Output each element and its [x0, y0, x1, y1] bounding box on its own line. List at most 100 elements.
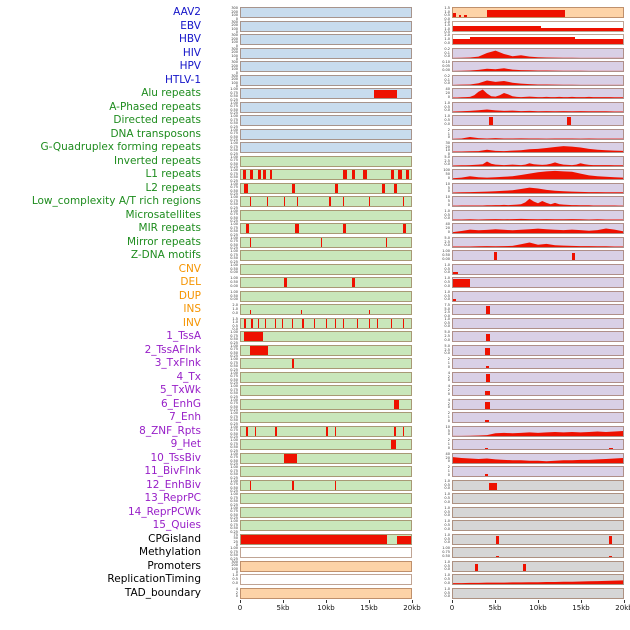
data-bar: [356, 318, 358, 328]
y-tick-label: 0.75: [230, 198, 238, 203]
left-plot: [240, 533, 412, 545]
y-tick-label: 10: [445, 424, 450, 429]
y-tick-label: 0.5: [444, 104, 450, 109]
row-label: 11_BivFlnk: [144, 465, 201, 477]
y-tick-label: 40: [445, 222, 450, 227]
y-tick-label: 0.75: [230, 387, 238, 392]
column-gap: [412, 533, 432, 547]
y-tick-label: 0.75: [230, 482, 238, 487]
column-gap: [412, 573, 432, 587]
y-axis: 1.0 0.5 0.0: [432, 317, 452, 331]
track-row: Z-DNA motifs1.000.750.500.250.001.000.50…: [0, 249, 630, 263]
right-plot: [452, 101, 624, 113]
y-tick-label: 1.00: [230, 478, 238, 483]
track-row: CNV 1.00 0.50 0.00 1.0 0.5 0.0: [0, 263, 630, 277]
y-tick-label: 0.50: [230, 161, 238, 166]
y-tick-label: 0.50: [442, 553, 450, 558]
y-axis: 2.0 1.0 0.0: [432, 33, 452, 47]
left-plot: [240, 7, 412, 19]
data-bar: [292, 183, 295, 193]
y-tick-label: 0.00: [230, 270, 238, 275]
y-axis: 1.000.750.500.250.00: [206, 344, 240, 357]
row-label: CNV: [178, 262, 201, 275]
column-gap: [412, 249, 432, 263]
column-gap: [412, 87, 432, 101]
row-label: 3_TxFlnk: [154, 357, 201, 369]
x-tick-label: 10kb: [317, 604, 335, 612]
data-bar: [269, 170, 273, 180]
data-bar: [402, 318, 404, 328]
y-axis: 1.0 0.5 0.0: [432, 492, 452, 506]
row-label: DNA transposons: [110, 127, 201, 140]
y-tick-label: 0.50: [230, 293, 238, 298]
y-axis: 300 200 100 0: [206, 20, 240, 33]
data-bar: [609, 536, 613, 544]
y-tick-label: 300: [231, 73, 238, 78]
column-gap: [412, 492, 432, 506]
y-tick-label: 0.5: [232, 577, 238, 581]
y-tick-label: 0.5: [444, 509, 450, 514]
y-axis: 1.0 0.5 0.0: [206, 573, 240, 587]
y-axis: 1.0 0.5 0.0: [432, 276, 452, 290]
y-tick-label: 0.25: [230, 475, 238, 479]
row-label: A-Phased repeats: [109, 100, 201, 113]
track-row: Mirror repeats 1.000.750.500.250.00 5.02.5…: [0, 236, 630, 249]
y-tick-label: 0.25: [230, 462, 238, 465]
y-tick-label: 1.0: [444, 208, 450, 213]
row-label: Alu repeats: [141, 87, 201, 99]
y-tick-label: 1.00: [230, 289, 238, 294]
y-tick-label: 0.25: [230, 219, 238, 222]
column-gap: [412, 6, 432, 20]
y-tick-label: 0.0: [232, 327, 238, 330]
column-gap: [412, 438, 432, 452]
y-axis: 1.000.750.500.250.00: [206, 209, 240, 222]
y-axis: 1.000.750.500.250.00: [206, 371, 240, 384]
y-tick-label: 0: [235, 70, 238, 74]
row-label: Inverted repeats: [113, 154, 201, 167]
y-axis: 1.000.750.500.250.00: [206, 452, 240, 465]
data-bar: [258, 170, 261, 180]
y-tick-label: 0.75: [442, 550, 450, 554]
y-tick-label: 0.50: [230, 94, 238, 99]
data-bar: [292, 480, 294, 490]
y-axis: 5.0 2.5 0.0: [432, 155, 452, 169]
y-tick-label: 5.0: [444, 343, 450, 348]
data-bar: [394, 426, 396, 436]
y-tick-label: 2.5: [444, 334, 450, 338]
y-tick-label: 0.50: [230, 188, 238, 193]
data-bar: [343, 224, 347, 234]
y-tick-label: 0.25: [230, 165, 238, 168]
left-plot: [240, 479, 412, 491]
y-axis: 1.000.750.500.250.00: [206, 195, 240, 209]
data-bar: [486, 306, 490, 315]
left-plot: [240, 169, 412, 181]
data-bar: [244, 183, 248, 193]
y-tick-label: 1.0: [444, 316, 450, 321]
y-axis: 1.000.750.500.250.00: [206, 87, 240, 101]
y-tick-label: 0.75: [230, 333, 238, 338]
y-tick-label: 10: [445, 181, 450, 186]
left-plot: [240, 439, 412, 451]
y-tick-label: 0.5: [444, 320, 450, 325]
column-gap: [412, 101, 432, 115]
y-tick-label: 1.0: [444, 478, 450, 483]
y-tick-label: 0.50: [230, 337, 238, 342]
data-bar: [394, 399, 400, 409]
y-tick-label: 4: [235, 586, 238, 591]
column-gap: [412, 276, 432, 290]
track-row: 14_ReprPCWk 1.000.750.500.250.00 1.00.50.0: [0, 506, 630, 519]
row-label: MIR repeats: [138, 222, 201, 234]
data-bar: [464, 15, 467, 18]
y-tick-label: 0: [235, 16, 238, 20]
data-bar: [266, 197, 268, 207]
y-axis: 1.000.750.500.250.00: [206, 519, 240, 533]
column-gap: [412, 411, 432, 425]
right-plot: [452, 290, 624, 302]
y-tick-label: 100: [443, 168, 450, 173]
left-plot: [240, 263, 412, 275]
right-plot: [452, 88, 624, 100]
data-bar: [343, 318, 345, 328]
y-tick-label: 2: [447, 127, 450, 132]
